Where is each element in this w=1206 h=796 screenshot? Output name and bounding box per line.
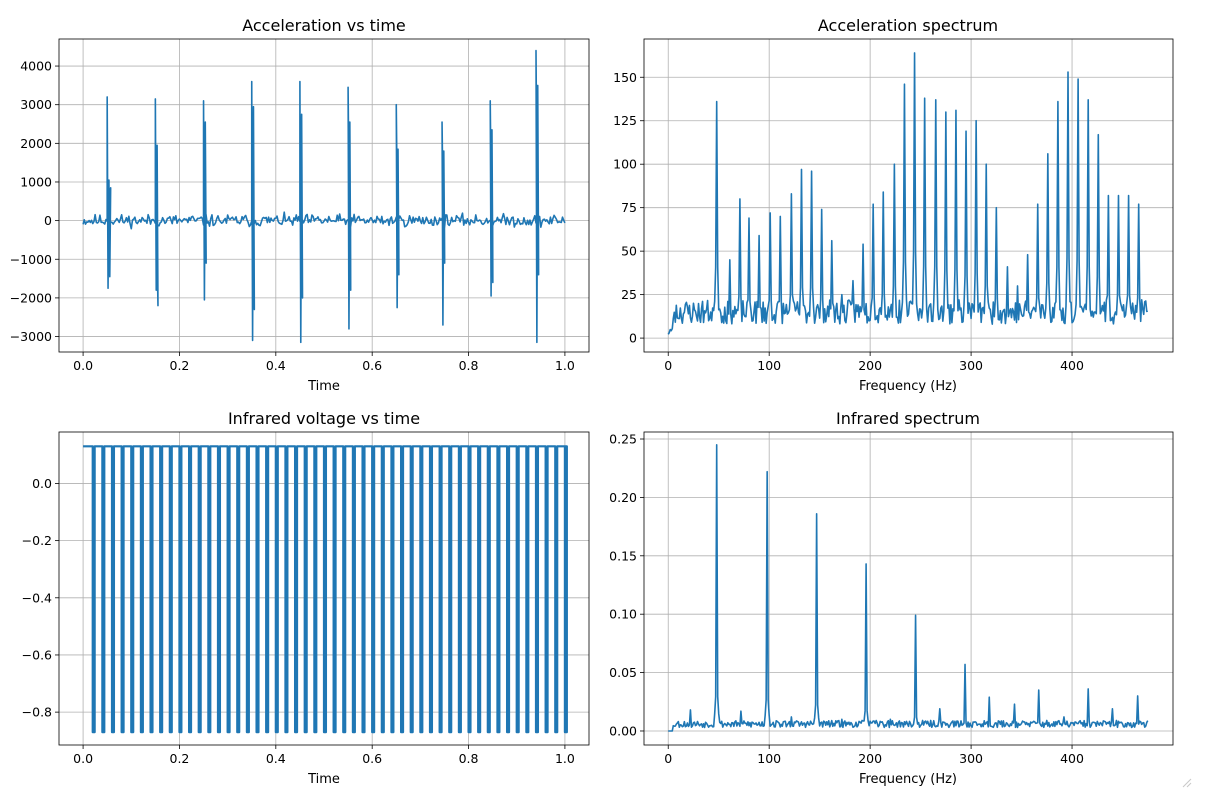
x-tick-label: 0.2 bbox=[170, 358, 190, 373]
y-tick-label: 0.25 bbox=[609, 432, 637, 447]
y-tick-label: −2000 bbox=[10, 290, 52, 305]
infrared-time-ticks: 0.0 0.2 0.4 0.6 0.8 1.0 −0.8 −0.6 −0.4 −0.2 0.0 bbox=[22, 476, 575, 766]
x-tick-label: 400 bbox=[1060, 751, 1084, 766]
acceleration-time-data bbox=[82, 49, 566, 344]
acceleration-time-xlabel: Time bbox=[307, 379, 340, 394]
y-tick-label: 0.00 bbox=[609, 723, 637, 738]
y-tick-label: −1000 bbox=[10, 252, 52, 267]
x-tick-label: 0 bbox=[664, 358, 672, 373]
acceleration-spectrum-axes-frame bbox=[643, 38, 1174, 353]
x-tick-label: 0.2 bbox=[170, 751, 190, 766]
y-tick-label: 2000 bbox=[20, 136, 52, 151]
y-tick-label: −0.2 bbox=[22, 533, 52, 548]
x-tick-label: 200 bbox=[858, 751, 882, 766]
acceleration-spectrum-ticks: 0 100 200 300 400 0 25 50 75 100 125 150 bbox=[613, 70, 1084, 373]
y-tick-label: 0.0 bbox=[32, 476, 52, 491]
y-tick-label: 0 bbox=[44, 213, 52, 228]
y-tick-label: 25 bbox=[621, 287, 637, 302]
acceleration-spectrum-data bbox=[667, 52, 1149, 335]
infrared-spectrum-ticks: 0 100 200 300 400 0.00 0.05 0.10 0.15 0.20 0.25 bbox=[609, 432, 1084, 766]
y-tick-label: 50 bbox=[621, 244, 637, 259]
x-tick-label: 0.0 bbox=[73, 358, 93, 373]
y-tick-label: 0.10 bbox=[609, 607, 637, 622]
infrared-spectrum-axes-frame bbox=[643, 431, 1174, 746]
y-tick-label: 150 bbox=[613, 70, 637, 85]
y-tick-label: 3000 bbox=[20, 97, 52, 112]
infrared-time-axes-frame bbox=[58, 431, 590, 746]
infrared-spectrum-grid bbox=[644, 432, 1173, 745]
acceleration-time-panel: 0.0 0.2 0.4 0.6 0.8 1.0 −3000 −2000 −1000 0 1000 20… bbox=[10, 16, 590, 394]
y-tick-label: 125 bbox=[613, 113, 637, 128]
infrared-spectrum-data bbox=[668, 444, 1149, 732]
x-tick-label: 100 bbox=[757, 358, 781, 373]
acceleration-time-axes-frame bbox=[58, 38, 590, 353]
x-tick-label: 300 bbox=[959, 358, 983, 373]
infrared-time-title: Infrared voltage vs time bbox=[228, 409, 420, 428]
x-tick-label: 0.8 bbox=[459, 751, 479, 766]
x-tick-label: 0 bbox=[664, 751, 672, 766]
x-tick-label: 0.6 bbox=[362, 358, 382, 373]
x-tick-label: 0.6 bbox=[362, 751, 382, 766]
acc-time-series-line bbox=[82, 49, 566, 344]
y-tick-label: 0.15 bbox=[609, 548, 637, 563]
y-tick-label: 0.20 bbox=[609, 490, 637, 505]
y-tick-label: −0.6 bbox=[22, 647, 52, 662]
infrared-time-xlabel: Time bbox=[307, 772, 340, 787]
y-tick-label: 100 bbox=[613, 157, 637, 172]
window-resize-grip-icon[interactable] bbox=[1182, 778, 1192, 788]
infrared-spectrum-panel: 0 100 200 300 400 0.00 0.05 0.10 0.15 0.20 0.25 In… bbox=[609, 409, 1174, 787]
x-tick-label: 0.4 bbox=[266, 751, 286, 766]
x-tick-label: 0.0 bbox=[73, 751, 93, 766]
ir-spec-series-line bbox=[668, 444, 1149, 732]
x-tick-label: 400 bbox=[1060, 358, 1084, 373]
ir-time-series-line bbox=[83, 445, 568, 734]
infrared-spectrum-title: Infrared spectrum bbox=[836, 409, 980, 428]
acceleration-spectrum-xlabel: Frequency (Hz) bbox=[859, 379, 957, 394]
x-tick-label: 0.4 bbox=[266, 358, 286, 373]
y-tick-label: 75 bbox=[621, 200, 637, 215]
y-tick-label: 4000 bbox=[20, 59, 52, 74]
infrared-time-panel: 0.0 0.2 0.4 0.6 0.8 1.0 −0.8 −0.6 −0.4 −0.2 0.0 In… bbox=[22, 409, 590, 787]
y-tick-label: 1000 bbox=[20, 174, 52, 189]
x-tick-label: 1.0 bbox=[555, 358, 575, 373]
acceleration-time-title: Acceleration vs time bbox=[242, 16, 406, 35]
x-tick-label: 300 bbox=[959, 751, 983, 766]
y-tick-label: −0.4 bbox=[22, 590, 52, 605]
acc-spec-series-line bbox=[667, 52, 1149, 335]
infrared-time-data bbox=[83, 445, 568, 734]
acceleration-time-ticks: 0.0 0.2 0.4 0.6 0.8 1.0 −3000 −2000 −1000 0 1000 20… bbox=[10, 59, 575, 373]
x-tick-label: 100 bbox=[757, 751, 781, 766]
y-tick-label: 0 bbox=[629, 331, 637, 346]
acceleration-spectrum-panel: 0 100 200 300 400 0 25 50 75 100 125 150 Accelerati… bbox=[613, 16, 1174, 394]
y-tick-label: 0.05 bbox=[609, 665, 637, 680]
x-tick-label: 200 bbox=[858, 358, 882, 373]
y-tick-label: −0.8 bbox=[22, 705, 52, 720]
infrared-spectrum-xlabel: Frequency (Hz) bbox=[859, 772, 957, 787]
x-tick-label: 1.0 bbox=[555, 751, 575, 766]
x-tick-label: 0.8 bbox=[459, 358, 479, 373]
acceleration-spectrum-title: Acceleration spectrum bbox=[818, 16, 998, 35]
y-tick-label: −3000 bbox=[10, 329, 52, 344]
